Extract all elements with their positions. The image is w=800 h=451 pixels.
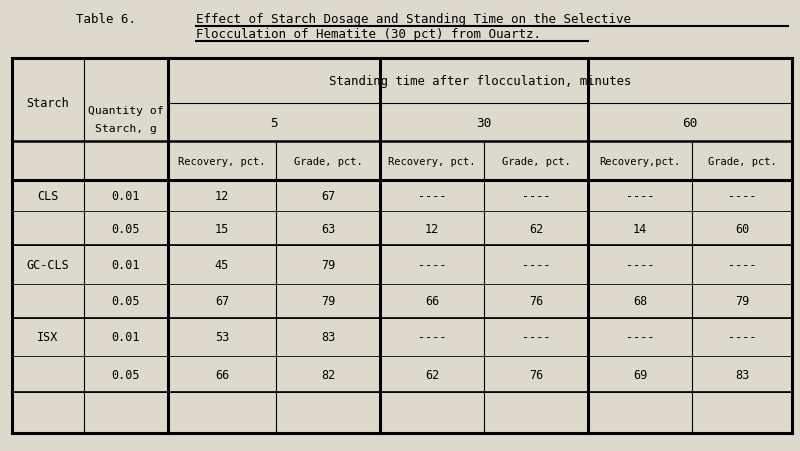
Text: 67: 67 (321, 190, 335, 202)
Text: 15: 15 (215, 222, 229, 235)
Text: 66: 66 (215, 368, 229, 381)
Text: 67: 67 (215, 295, 229, 308)
Text: ----: ---- (522, 258, 550, 272)
Text: Recovery, pct.: Recovery, pct. (178, 156, 266, 166)
Text: ----: ---- (418, 258, 446, 272)
Text: 45: 45 (215, 258, 229, 272)
Text: 0.05: 0.05 (112, 368, 140, 381)
Text: GC-CLS: GC-CLS (26, 258, 70, 272)
Text: 0.01: 0.01 (112, 258, 140, 272)
Text: ----: ---- (626, 331, 654, 344)
Text: Grade, pct.: Grade, pct. (502, 156, 570, 166)
Text: 76: 76 (529, 368, 543, 381)
Text: 69: 69 (633, 368, 647, 381)
Text: Effect of Starch Dosage and Standing Time on the Selective: Effect of Starch Dosage and Standing Tim… (196, 14, 631, 26)
Text: ----: ---- (418, 190, 446, 202)
Text: Standing time after flocculation, minutes: Standing time after flocculation, minute… (329, 75, 631, 87)
Text: 68: 68 (633, 295, 647, 308)
Text: 83: 83 (735, 368, 749, 381)
Text: 14: 14 (633, 222, 647, 235)
Text: 83: 83 (321, 331, 335, 344)
Text: ----: ---- (626, 258, 654, 272)
Text: ISX: ISX (38, 331, 58, 344)
Text: ----: ---- (418, 331, 446, 344)
Text: 0.05: 0.05 (112, 295, 140, 308)
Text: 30: 30 (476, 116, 492, 129)
Text: Starch, g: Starch, g (95, 124, 157, 133)
Text: ----: ---- (728, 331, 756, 344)
Text: 0.01: 0.01 (112, 190, 140, 202)
Text: 12: 12 (425, 222, 439, 235)
Text: Quantity of: Quantity of (88, 106, 164, 115)
Text: Grade, pct.: Grade, pct. (708, 156, 776, 166)
Text: 62: 62 (529, 222, 543, 235)
Text: Table 6.: Table 6. (76, 14, 136, 26)
Text: 5: 5 (270, 116, 278, 129)
Text: Recovery, pct.: Recovery, pct. (388, 156, 476, 166)
Text: 0.01: 0.01 (112, 331, 140, 344)
Text: Grade, pct.: Grade, pct. (294, 156, 362, 166)
Text: ----: ---- (522, 190, 550, 202)
Text: ----: ---- (626, 190, 654, 202)
Text: 76: 76 (529, 295, 543, 308)
Text: 79: 79 (321, 295, 335, 308)
Text: 0.05: 0.05 (112, 222, 140, 235)
Text: 12: 12 (215, 190, 229, 202)
Text: ----: ---- (728, 258, 756, 272)
Text: ----: ---- (728, 190, 756, 202)
Text: 66: 66 (425, 295, 439, 308)
Text: 53: 53 (215, 331, 229, 344)
Text: 62: 62 (425, 368, 439, 381)
Text: Starch: Starch (26, 97, 70, 110)
Text: 82: 82 (321, 368, 335, 381)
Text: Flocculation of Hematite (30 pct) from Ouartz.: Flocculation of Hematite (30 pct) from O… (196, 28, 541, 41)
Text: 63: 63 (321, 222, 335, 235)
Text: 79: 79 (735, 295, 749, 308)
Text: Recovery,pct.: Recovery,pct. (599, 156, 681, 166)
Text: ----: ---- (522, 331, 550, 344)
Text: CLS: CLS (38, 190, 58, 202)
Text: 60: 60 (735, 222, 749, 235)
Text: 79: 79 (321, 258, 335, 272)
Text: 60: 60 (682, 116, 698, 129)
